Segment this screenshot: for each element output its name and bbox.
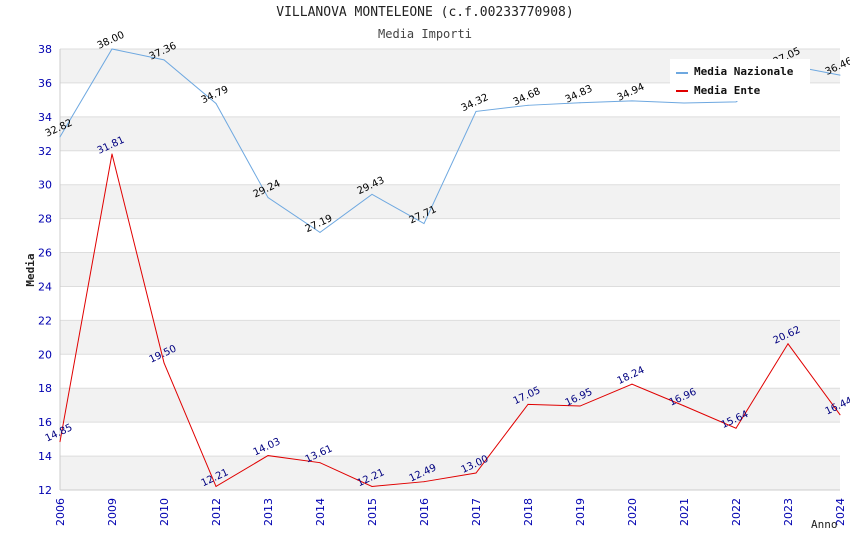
x-tick-label: 2016: [418, 498, 431, 526]
data-point: [215, 485, 217, 487]
data-label: 14.03: [252, 436, 283, 458]
y-tick-label: 34: [38, 111, 52, 124]
data-point: [163, 362, 165, 364]
y-tick-label: 36: [38, 77, 52, 90]
data-point: [631, 100, 633, 102]
data-point: [683, 405, 685, 407]
data-point: [423, 223, 425, 225]
x-tick-labels: 2006 2009 2010 2012 2013 2014 2015 2016 2017 2018…: [54, 498, 847, 526]
chart-title: VILLANOVA MONTELEONE (c.f.00233770908): [276, 5, 574, 20]
legend-label-nazionale: Media Nazionale: [694, 65, 794, 78]
x-tick-label: 2010: [158, 498, 171, 526]
data-point: [631, 383, 633, 385]
data-point: [215, 102, 217, 104]
grid-band: [60, 184, 840, 219]
data-point: [111, 153, 113, 155]
axes: [59, 49, 840, 491]
data-point: [735, 101, 737, 103]
x-tick-label: 2012: [210, 498, 223, 526]
y-tick-label: 22: [38, 314, 52, 327]
data-point: [59, 136, 61, 138]
data-point: [267, 197, 269, 199]
y-tick-label: 12: [38, 484, 52, 497]
data-point: [319, 231, 321, 233]
x-tick-label: 2019: [574, 498, 587, 526]
x-axis-title: Anno: [811, 518, 838, 531]
y-tick-label: 28: [38, 213, 52, 226]
legend: Media Nazionale Media Ente: [670, 59, 810, 101]
grid-band: [60, 320, 840, 355]
data-point: [839, 74, 841, 76]
x-tick-label: 2017: [470, 498, 483, 526]
grid-band: [60, 116, 840, 151]
data-point: [579, 102, 581, 104]
x-tick-label: 2021: [678, 498, 691, 526]
x-tick-label: 2023: [782, 498, 795, 526]
data-point: [267, 455, 269, 457]
x-tick-label: 2024: [834, 498, 847, 526]
data-point: [527, 104, 529, 106]
data-point: [839, 414, 841, 416]
chart-subtitle: Media Importi: [378, 27, 472, 41]
y-tick-label: 30: [38, 179, 52, 192]
grid-band: [60, 252, 840, 287]
x-tick-label: 2018: [522, 498, 535, 526]
data-point: [579, 405, 581, 407]
data-point: [527, 403, 529, 405]
data-point: [371, 193, 373, 195]
data-point: [787, 343, 789, 345]
data-point: [59, 441, 61, 443]
data-point: [111, 48, 113, 50]
y-tick-label: 18: [38, 382, 52, 395]
series-lines: [59, 48, 841, 488]
y-tick-label: 16: [38, 416, 52, 429]
x-tick-label: 2009: [106, 498, 119, 526]
grid-bands: [60, 49, 840, 490]
data-label: 34.94: [616, 82, 647, 104]
data-point: [319, 462, 321, 464]
legend-label-ente: Media Ente: [694, 84, 761, 97]
y-tick-label: 14: [38, 450, 52, 463]
x-tick-label: 2022: [730, 498, 743, 526]
data-label: 18.24: [616, 365, 647, 387]
grid-band: [60, 388, 840, 423]
y-tick-labels: 12 14 16 18 20 22 24 26 28 30 32 34 36 38: [38, 43, 52, 497]
data-point: [475, 110, 477, 112]
x-tick-label: 2014: [314, 498, 327, 526]
y-tick-label: 38: [38, 43, 52, 56]
data-label: 34.32: [460, 92, 491, 114]
x-tick-label: 2015: [366, 498, 379, 526]
data-label: 38.00: [96, 30, 127, 52]
data-point: [683, 102, 685, 104]
data-point: [371, 485, 373, 487]
series-line-1: [59, 153, 841, 488]
y-tick-label: 32: [38, 145, 52, 158]
data-point: [423, 481, 425, 483]
x-tick-label: 2020: [626, 498, 639, 526]
data-point: [735, 427, 737, 429]
x-tick-label: 2013: [262, 498, 275, 526]
y-tick-label: 24: [38, 280, 52, 293]
series-line-0: [59, 48, 841, 233]
data-point: [475, 472, 477, 474]
x-tick-label: 2006: [54, 498, 67, 526]
data-point: [163, 59, 165, 61]
y-axis-title: Media: [24, 253, 37, 286]
y-tick-label: 26: [38, 247, 52, 260]
grid-band: [60, 456, 840, 490]
y-tick-label: 20: [38, 348, 52, 361]
legend-box: [670, 59, 810, 101]
